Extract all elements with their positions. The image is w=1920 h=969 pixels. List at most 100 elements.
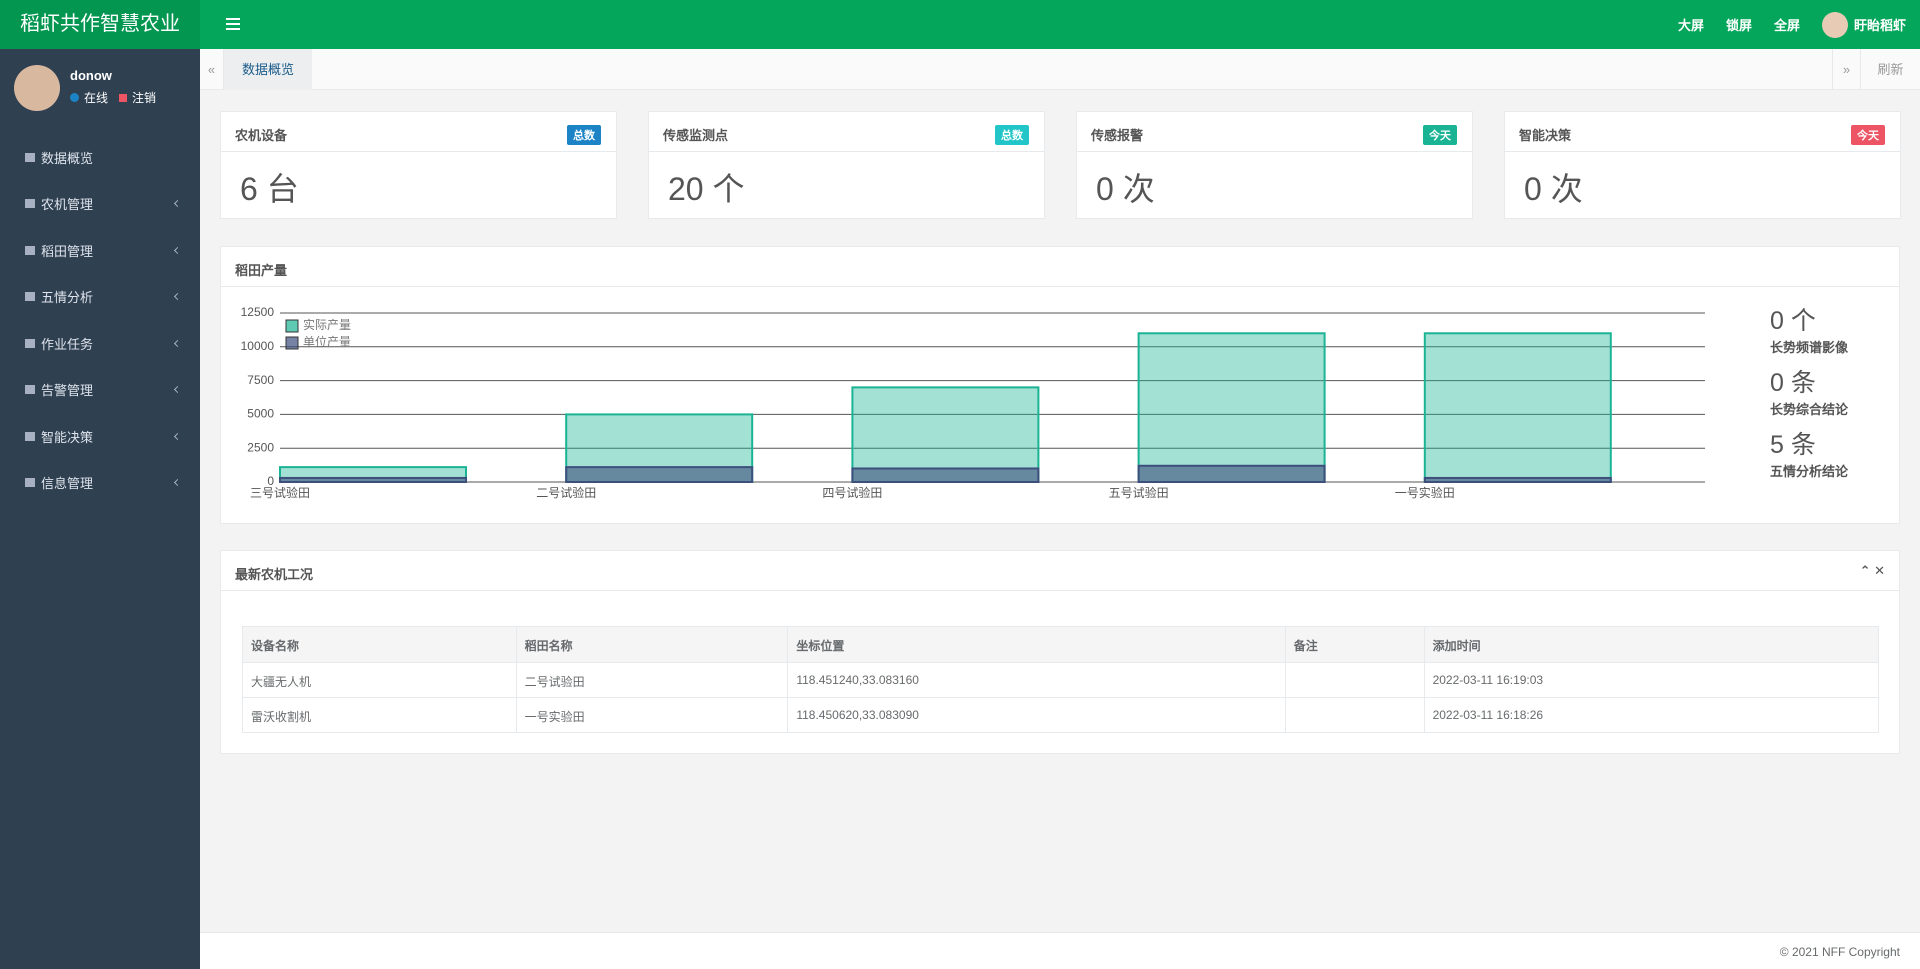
column-header: 稻田名称 [515,627,788,662]
stat-label: 长势综合结论 [1770,402,1849,417]
tab-active[interactable]: 数据概览 [224,49,312,90]
menu-label: 信息管理 [41,476,94,492]
menu-item[interactable]: 告警管理 [0,367,200,414]
tab-next[interactable]: » [1832,49,1860,90]
bar [1137,332,1326,483]
y-tick-label: 5000 [247,407,274,421]
chart-title: 稻田产量 [221,247,1899,287]
table-cell: 2022-03-11 16:19:03 [1423,663,1878,697]
menu-item[interactable]: 稻田管理 [0,227,200,274]
logout-icon [119,93,128,102]
menu-item[interactable]: 作业任务 [0,320,200,367]
table-cell: 大疆无人机 [251,675,312,689]
menu-icon [25,431,35,441]
logout[interactable]: 注销 [132,91,157,105]
menu-icon [25,292,35,302]
menu-toggle[interactable] [226,18,240,30]
card-badge: 总数 [567,125,601,145]
stat-value: 0 个 [1770,307,1816,335]
legend-label: 实际产量 [303,317,351,332]
y-tick-label: 7500 [247,373,274,387]
card-value: 0 次 [1524,171,1583,207]
card-title: 智能决策 [1505,112,1900,152]
footer: © 2021 NFF Copyright [200,932,1920,969]
stats: 0 个长势频谱影像 0 条长势综合结论 5 条五情分析结论 [1770,301,1848,487]
stat-value: 0 条 [1770,369,1816,397]
status: 在线 [84,91,109,105]
menu-icon [25,385,35,395]
header: 稻虾共作智慧农业 大屏 锁屏 全屏 盱眙稻虾 [0,0,1920,49]
menu-arrow [173,200,182,208]
x-tick-label: 三号试验田 [250,485,310,500]
menu-arrow [173,432,182,440]
side-menu: 数据概览农机管理稻田管理五情分析作业任务告警管理智能决策信息管理 [0,134,200,506]
sidebar: donow 在线 注销 数据概览 农机管理 稻田管理 五情分析 作业任务 告警管理 智能决策… [0,49,200,969]
stat-card: 传感报警 今天 0 次 [1076,111,1473,219]
menu-item[interactable]: 智能决策 [0,413,200,460]
card-value: 0 次 [1096,171,1155,207]
bar [851,386,1040,483]
header-user[interactable]: 盱眙稻虾 [1821,11,1906,38]
menu-arrow [173,246,182,254]
column-header: 设备名称 [251,639,300,653]
y-tick-label: 10000 [241,339,275,353]
menu-label: 农机管理 [41,197,94,213]
menu-icon [25,199,35,209]
menu-label: 五情分析 [41,290,94,306]
legend-label: 单位产量 [303,334,351,349]
stat: 5 条五情分析结论 [1770,425,1848,487]
card-title: 农机设备 [221,112,616,152]
user-name: 盱眙稻虾 [1853,18,1906,33]
menu-label: 告警管理 [41,383,94,399]
card-value: 6 台 [240,171,299,207]
card-badge: 今天 [1851,125,1885,145]
header-button[interactable]: 锁屏 [1725,18,1752,33]
refresh[interactable]: 刷新 [1860,49,1920,90]
table-row: 大疆无人机 二号试验田 118.451240,33.083160 2022-03-11… [243,662,1878,697]
y-tick-label: 0 [267,474,274,488]
bar [1137,464,1326,483]
chart: 0 2500 5000 7500 10000 12500 三号试验田 二号试验田 四号试验田 五号… [241,305,1705,500]
menu-icon [25,245,35,255]
legend-swatch [285,336,299,350]
menu-label: 数据概览 [41,150,94,166]
legend-swatch [285,319,299,333]
table-row: 雷沃收割机 一号实验田 118.450620,33.083090 2022-03-11… [243,697,1878,732]
header-button[interactable]: 大屏 [1677,18,1704,33]
x-tick-label: 五号试验田 [1109,485,1169,500]
user-avatar [1821,11,1848,38]
table-cell: 雷沃收割机 [251,710,312,724]
bar [565,466,754,484]
bar [851,467,1040,483]
table-cell: 2022-03-11 16:18:26 [1423,698,1878,732]
menu-item[interactable]: 信息管理 [0,460,200,507]
table-cell: 118.450620,33.083090 [787,698,1284,732]
table-panel: 最新农机工况 ⌃ ✕ 设备名称 稻田名称 坐标位置 备注 添加时间 大疆无人机 二号试验田 1… [220,550,1900,754]
card-badge: 今天 [1423,125,1457,145]
card-title: 传感监测点 [649,112,1044,152]
menu-icon [25,478,35,488]
panel-tools[interactable]: ⌃ ✕ [1859,563,1885,578]
card-badge: 总数 [995,125,1029,145]
table-cell [1284,698,1424,732]
menu-item[interactable]: 农机管理 [0,181,200,228]
status-dot [70,93,79,102]
x-tick-label: 四号试验田 [822,485,882,500]
stat-card: 传感监测点 总数 20 个 [648,111,1045,219]
column-header: 坐标位置 [787,627,1284,662]
app-title: 稻虾共作智慧农业 [0,0,200,49]
stat-label: 五情分析结论 [1770,464,1849,479]
stat-card: 智能决策 今天 0 次 [1504,111,1901,219]
x-tick-label: 一号实验田 [1395,485,1455,500]
tab-bar: « 数据概览 » 刷新 [200,49,1920,90]
menu-arrow [173,293,182,301]
menu-item[interactable]: 五情分析 [0,274,200,321]
header-button[interactable]: 全屏 [1773,18,1800,33]
menu-item[interactable]: 数据概览 [0,134,200,181]
tab-prev[interactable]: « [200,49,224,90]
table: 设备名称 稻田名称 坐标位置 备注 添加时间 大疆无人机 二号试验田 118.451240,3… [242,626,1879,733]
stat-card: 农机设备 总数 6 台 [220,111,617,219]
header-buttons: 大屏 锁屏 全屏 盱眙稻虾 [1678,0,1906,49]
bar [1423,476,1612,484]
chart-panel: 稻田产量 0 2500 5000 7500 10000 12500 三号试验田 二号试验田 四号… [220,246,1900,524]
